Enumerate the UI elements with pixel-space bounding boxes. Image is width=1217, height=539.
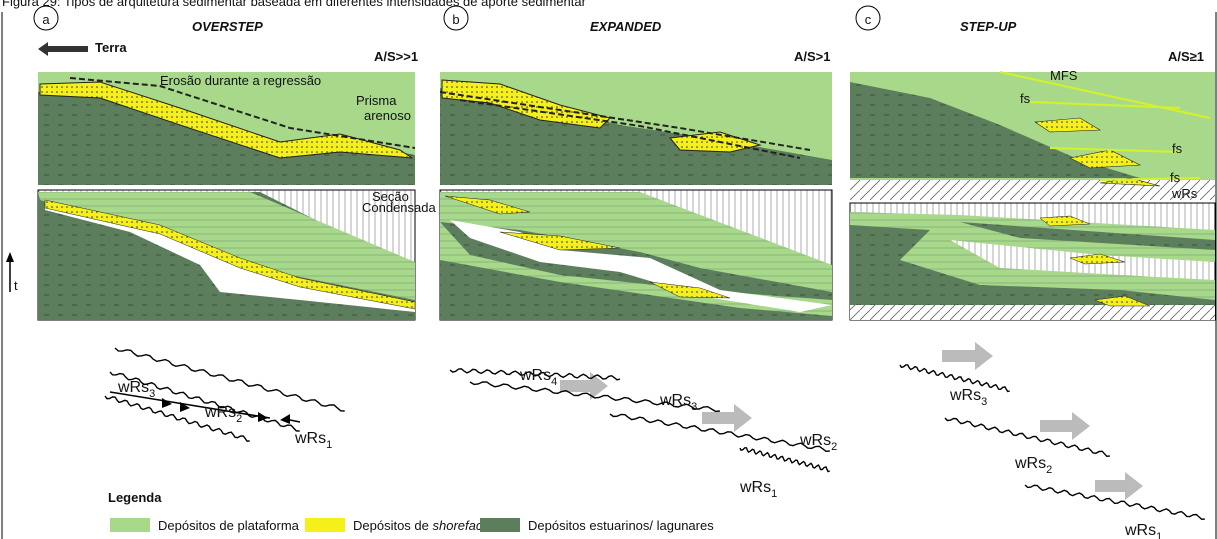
note: fs	[1172, 141, 1183, 156]
figure: Figura 29: Tipos de arquitetura sediment…	[0, 0, 1217, 539]
surface-label: wRs2	[204, 404, 242, 425]
ratio: A/S>1	[794, 49, 831, 64]
panel-a: a OVERSTEP A/S>>1 Terra Erosão durante a…	[34, 6, 436, 424]
legend-title: Legenda	[108, 490, 162, 505]
surface-name: wRs	[117, 379, 149, 396]
swatch	[305, 518, 345, 532]
note: wRs	[1171, 186, 1198, 201]
surface-label: wRs1	[294, 430, 332, 451]
surface-label: wRs1	[1124, 522, 1162, 539]
legend-item: Depósitos de shoreface	[353, 518, 490, 533]
surface-name: wRs	[949, 387, 981, 404]
note: Prisma	[356, 93, 397, 108]
surface-index: 3	[981, 396, 987, 408]
surface-name: wRs	[1014, 455, 1046, 472]
ratio: A/S≥1	[1168, 49, 1204, 64]
legend: Legenda Depósitos de plataforma Depósito…	[108, 490, 714, 533]
time-arrow	[6, 252, 14, 262]
panel-c: c STEP-UP A/S≥1 MFS fs fs fs wRs	[850, 6, 1215, 500]
note: arenoso	[364, 108, 411, 123]
surface-index: 2	[831, 441, 837, 453]
swatch	[480, 518, 520, 532]
surface-index: 4	[551, 376, 557, 388]
surface-label: wRs2	[799, 432, 837, 453]
note: Erosão durante a regressão	[160, 73, 321, 88]
panel-title: STEP-UP	[960, 19, 1017, 34]
surface-label: wRs1	[739, 479, 777, 500]
surface-name: wRs	[1124, 522, 1156, 539]
surface-index: 1	[1156, 531, 1162, 539]
time-label: t	[14, 278, 18, 293]
surface-index: 1	[326, 439, 332, 451]
surface-index: 2	[1046, 464, 1052, 476]
surface-name: wRs	[294, 430, 326, 447]
surface-index: 2	[236, 413, 242, 425]
swatch	[110, 518, 150, 532]
panel-letter: c	[865, 12, 872, 27]
panel-letter: b	[452, 12, 459, 27]
panel-title: EXPANDED	[590, 19, 662, 34]
note: MFS	[1050, 68, 1078, 83]
note: Condensada	[362, 200, 436, 215]
surface-name: wRs	[204, 404, 236, 421]
panel-letter: a	[42, 12, 50, 27]
surface-label: wRs2	[1014, 455, 1052, 476]
panel-b: b EXPANDED A/S>1	[440, 6, 832, 432]
surface-index: 1	[771, 488, 777, 500]
wavy-surface	[740, 448, 830, 472]
panel-title: OVERSTEP	[192, 19, 263, 34]
note: fs	[1020, 91, 1031, 106]
surface-index: 3	[691, 401, 697, 413]
surface-label: wRs3	[949, 387, 987, 408]
legend-item: Depósitos de plataforma	[158, 518, 300, 533]
surface-name: wRs	[799, 432, 831, 449]
legend-item: Depósitos estuarinos/ lagunares	[528, 518, 714, 533]
note: fs	[1170, 170, 1181, 185]
surface-name: wRs	[739, 479, 771, 496]
note: Terra	[95, 40, 127, 55]
surface-index: 3	[149, 388, 155, 400]
ratio: A/S>>1	[374, 49, 418, 64]
caption: Figura 29: Tipos de arquitetura sediment…	[2, 0, 587, 9]
wavy-surface	[115, 348, 345, 411]
surface-name: wRs	[519, 367, 551, 384]
surface-label: wRs3	[659, 392, 697, 413]
surface-name: wRs	[659, 392, 691, 409]
surface-label: wRs4	[519, 367, 557, 388]
